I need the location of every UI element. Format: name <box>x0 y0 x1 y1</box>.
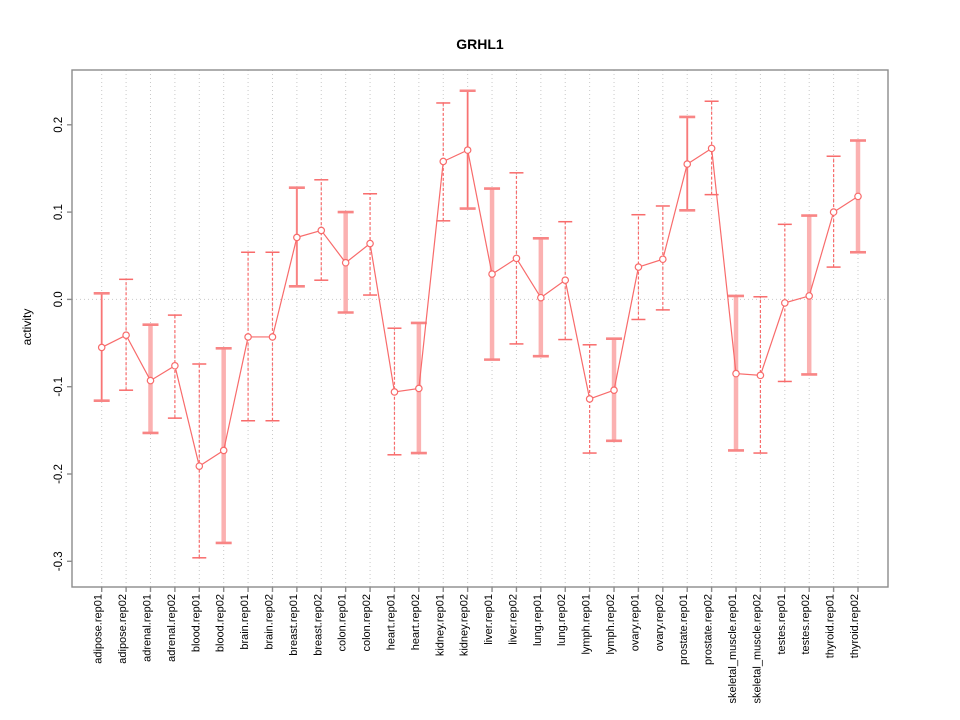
x-tick-label: lymph.rep01 <box>581 594 593 655</box>
x-tick-label: colon.rep02 <box>361 594 373 652</box>
x-tick-label: lung.rep02 <box>556 594 568 646</box>
x-tick-label: heart.rep01 <box>385 594 397 650</box>
x-tick-label: blood.rep02 <box>215 594 227 652</box>
data-point <box>171 361 179 370</box>
x-tick-label: ovary.rep02 <box>654 594 666 651</box>
data-point <box>390 388 399 396</box>
data-point <box>537 293 545 302</box>
x-tick-label: skeletal_muscle.rep01 <box>727 594 739 703</box>
x-tick-label: ovary.rep01 <box>629 594 641 651</box>
x-tick-label: liver.rep01 <box>483 594 495 645</box>
data-point <box>146 376 155 385</box>
data-point <box>293 233 301 242</box>
data-point <box>659 255 667 264</box>
data-point <box>756 371 765 380</box>
data-point <box>732 369 740 378</box>
x-tick-label: testes.rep01 <box>776 594 788 655</box>
data-point <box>415 384 423 393</box>
data-point <box>366 239 374 248</box>
data-point <box>244 333 252 341</box>
data-point <box>707 144 716 153</box>
data-point <box>195 462 204 470</box>
data-point <box>317 226 326 235</box>
chart-title: GRHL1 <box>456 36 504 52</box>
plot-border <box>71 69 889 588</box>
x-tick-label: lymph.rep02 <box>605 594 617 655</box>
x-tick-label: thyroid.rep02 <box>849 594 861 658</box>
x-tick-label: kidney.rep01 <box>434 594 446 656</box>
data-point <box>683 160 692 168</box>
data-point <box>805 292 814 300</box>
data-point <box>585 395 594 403</box>
data-point <box>561 276 570 284</box>
x-tick-label: breast.rep01 <box>288 594 300 656</box>
x-tick-label: adrenal.rep02 <box>166 594 178 662</box>
x-tick-label: testes.rep02 <box>800 594 812 655</box>
data-point <box>512 254 521 263</box>
x-tick-label: brain.rep01 <box>239 594 251 650</box>
data-point <box>634 263 643 271</box>
data-point <box>488 270 496 278</box>
x-tick-label: prostate.rep01 <box>678 594 690 665</box>
x-tick-label: blood.rep01 <box>190 594 202 652</box>
x-tick-label: colon.rep01 <box>337 594 349 652</box>
y-tick-label: 0.2 <box>53 117 65 133</box>
y-tick-label: -0.3 <box>53 551 65 571</box>
y-tick-label: 0.0 <box>53 291 65 307</box>
x-tick-label: adrenal.rep01 <box>141 594 153 662</box>
data-point <box>463 146 472 154</box>
data-point <box>610 386 618 394</box>
x-tick-label: kidney.rep02 <box>459 594 471 656</box>
data-point <box>268 333 277 341</box>
data-point <box>781 299 789 307</box>
data-point <box>829 208 838 216</box>
x-tick-label: heart.rep02 <box>410 594 422 650</box>
data-point <box>219 446 228 455</box>
x-tick-label: breast.rep02 <box>312 594 324 656</box>
x-tick-label: liver.rep02 <box>507 594 519 645</box>
y-tick-label: -0.1 <box>53 377 65 397</box>
x-tick-label: prostate.rep02 <box>703 594 715 665</box>
x-tick-label: lung.rep01 <box>532 594 544 646</box>
data-point <box>439 157 448 166</box>
x-tick-label: adipose.rep01 <box>93 594 105 664</box>
data-point <box>854 192 862 201</box>
data-point <box>341 258 350 267</box>
y-tick-label: -0.2 <box>53 464 65 484</box>
y-tick-label: 0.1 <box>53 204 65 220</box>
x-tick-label: brain.rep02 <box>263 594 275 650</box>
x-tick-label: thyroid.rep01 <box>825 594 837 658</box>
data-point <box>122 331 130 339</box>
series-line <box>101 147 859 468</box>
x-tick-label: skeletal_muscle.rep02 <box>751 594 763 703</box>
x-tick-label: adipose.rep02 <box>117 594 129 664</box>
data-point <box>97 343 106 352</box>
